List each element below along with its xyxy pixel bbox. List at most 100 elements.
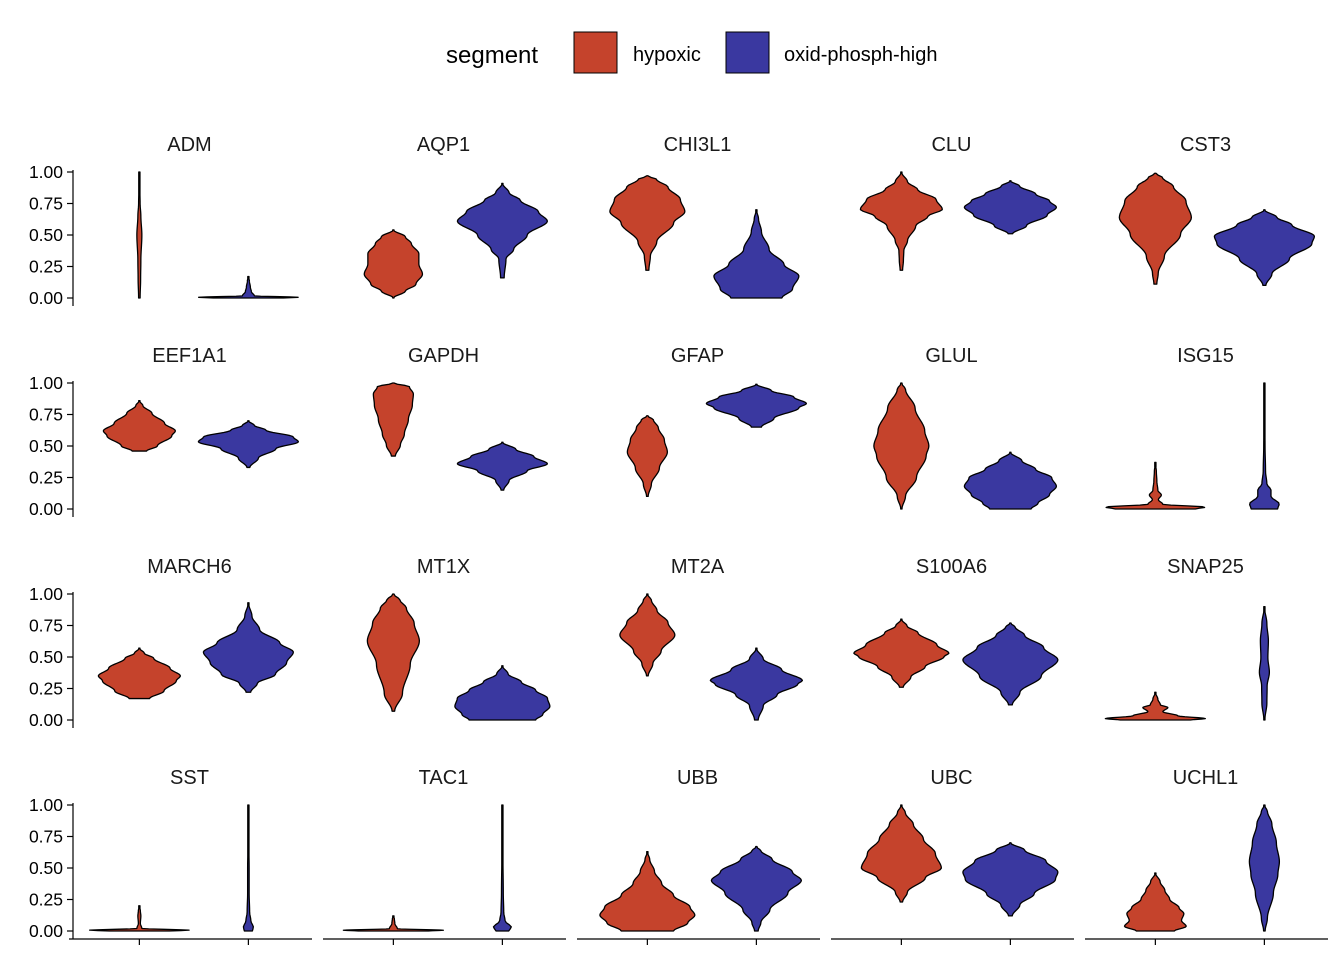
panel-uchl1: UCHL1 xyxy=(1085,767,1328,945)
panel-title: TAC1 xyxy=(419,767,469,789)
panel-clu: CLU xyxy=(859,134,1058,271)
panel-march6: MARCH6 0.00 0.25 0.50 0.75 1.00 xyxy=(29,556,295,730)
violin-adm-oxid-phosph-high xyxy=(198,275,299,299)
violin-march6-hypoxic xyxy=(97,647,182,700)
violin-uchl1-oxid-phosph-high xyxy=(1248,804,1281,932)
y-tick-label: 1.00 xyxy=(29,162,63,182)
facet-panels: ADM 0.00 0.25 0.50 0.75 1.00 AQP1 CHI3L1 CLU CST3… xyxy=(29,134,1328,945)
violin-aqp1-oxid-phosph-high xyxy=(456,182,549,279)
panel-gapdh: GAPDH xyxy=(372,345,549,491)
violin-mt2a-oxid-phosph-high xyxy=(709,647,804,721)
y-tick-label: 0.75 xyxy=(29,827,63,847)
y-tick-label: 0.50 xyxy=(29,647,63,667)
violin-sst-hypoxic xyxy=(89,905,190,932)
y-tick-label: 0.75 xyxy=(29,194,63,214)
legend-label-hypoxic: hypoxic xyxy=(633,44,701,66)
panel-eef1a1: EEF1A1 0.00 0.25 0.50 0.75 1.00 xyxy=(29,345,300,519)
legend: segment hypoxic oxid-phosph-high xyxy=(446,31,937,74)
panel-title: MT2A xyxy=(671,556,725,578)
violin-gapdh-oxid-phosph-high xyxy=(456,441,549,491)
y-tick-label: 0.00 xyxy=(29,921,63,941)
panel-title: SNAP25 xyxy=(1167,556,1244,578)
y-tick-label: 0.75 xyxy=(29,616,63,636)
violin-isg15-hypoxic xyxy=(1105,461,1206,510)
violin-chi3l1-oxid-phosph-high xyxy=(713,209,800,299)
panel-tac1: TAC1 xyxy=(323,767,566,945)
violin-mt1x-hypoxic xyxy=(366,593,421,712)
violin-cst3-oxid-phosph-high xyxy=(1213,209,1316,287)
y-tick-label: 1.00 xyxy=(29,584,63,604)
y-tick-label: 0.25 xyxy=(29,890,63,910)
panel-snap25: SNAP25 xyxy=(1104,556,1271,721)
panel-ubc: UBC xyxy=(831,767,1074,945)
panel-title: EEF1A1 xyxy=(152,345,226,367)
y-tick-label: 0.00 xyxy=(29,710,63,730)
violin-glul-oxid-phosph-high xyxy=(963,451,1058,510)
violin-gapdh-hypoxic xyxy=(372,382,415,457)
violin-gfap-oxid-phosph-high xyxy=(705,383,808,428)
violin-glul-hypoxic xyxy=(873,382,930,510)
violin-clu-oxid-phosph-high xyxy=(963,180,1058,235)
legend-swatch-hypoxic xyxy=(573,31,618,74)
panel-title: AQP1 xyxy=(417,134,470,156)
legend-title: segment xyxy=(446,42,538,69)
y-tick-label: 0.25 xyxy=(29,679,63,699)
panel-title: SST xyxy=(170,767,209,789)
panel-chi3l1: CHI3L1 xyxy=(609,134,800,299)
violin-ubc-oxid-phosph-high xyxy=(962,842,1059,917)
violin-ubb-hypoxic xyxy=(599,850,696,932)
panel-title: S100A6 xyxy=(916,556,987,578)
y-tick-label: 0.25 xyxy=(29,468,63,488)
violin-cst3-hypoxic xyxy=(1118,172,1193,285)
y-tick-label: 0.50 xyxy=(29,225,63,245)
panel-title: UCHL1 xyxy=(1173,767,1239,789)
y-tick-label: 0.50 xyxy=(29,436,63,456)
panel-s100a6: S100A6 xyxy=(853,556,1059,706)
panel-title: ISG15 xyxy=(1177,345,1234,367)
panel-title: UBB xyxy=(677,767,718,789)
y-tick-label: 0.00 xyxy=(29,499,63,519)
panel-cst3: CST3 xyxy=(1118,134,1316,287)
panel-title: UBC xyxy=(930,767,972,789)
violin-s100a6-oxid-phosph-high xyxy=(962,622,1059,706)
violin-tac1-hypoxic xyxy=(342,915,445,932)
violin-snap25-oxid-phosph-high xyxy=(1258,605,1271,721)
panel-sst: SST 0.00 0.25 0.50 0.75 1.00 xyxy=(29,767,312,945)
panel-mt1x: MT1X xyxy=(366,556,551,721)
violin-tac1-oxid-phosph-high xyxy=(492,804,512,932)
y-tick-label: 0.75 xyxy=(29,405,63,425)
panel-mt2a: MT2A xyxy=(619,556,804,721)
violin-eef1a1-hypoxic xyxy=(102,399,177,452)
panel-glul: GLUL xyxy=(873,345,1058,510)
panel-title: GAPDH xyxy=(408,345,479,367)
violin-sst-oxid-phosph-high xyxy=(242,804,254,932)
panel-title: CLU xyxy=(931,134,971,156)
violin-mt1x-oxid-phosph-high xyxy=(454,665,551,721)
panel-title: GFAP xyxy=(671,345,724,367)
violin-chi3l1-hypoxic xyxy=(609,175,686,271)
violin-ubb-oxid-phosph-high xyxy=(710,845,803,932)
panel-aqp1: AQP1 xyxy=(363,134,549,299)
panel-adm: ADM 0.00 0.25 0.50 0.75 1.00 xyxy=(29,134,299,308)
panel-title: CHI3L1 xyxy=(664,134,732,156)
panel-ubb: UBB xyxy=(577,767,820,945)
y-tick-label: 1.00 xyxy=(29,795,63,815)
panel-title: MARCH6 xyxy=(147,556,231,578)
violin-adm-hypoxic xyxy=(136,171,143,299)
legend-label-oxid-phosph-high: oxid-phosph-high xyxy=(784,44,937,66)
violin-isg15-oxid-phosph-high xyxy=(1249,382,1280,510)
y-tick-label: 0.25 xyxy=(29,257,63,277)
violin-aqp1-hypoxic xyxy=(363,229,424,299)
violin-snap25-hypoxic xyxy=(1104,691,1207,721)
violin-s100a6-hypoxic xyxy=(853,618,950,688)
panel-isg15: ISG15 xyxy=(1105,345,1280,510)
panel-gfap: GFAP xyxy=(626,345,808,498)
panel-title: GLUL xyxy=(925,345,977,367)
panel-title: CST3 xyxy=(1180,134,1231,156)
panel-title: ADM xyxy=(167,134,211,156)
violin-uchl1-hypoxic xyxy=(1123,872,1187,932)
violin-clu-hypoxic xyxy=(859,171,943,271)
violin-eef1a1-oxid-phosph-high xyxy=(197,420,300,469)
violin-gfap-hypoxic xyxy=(626,415,669,498)
